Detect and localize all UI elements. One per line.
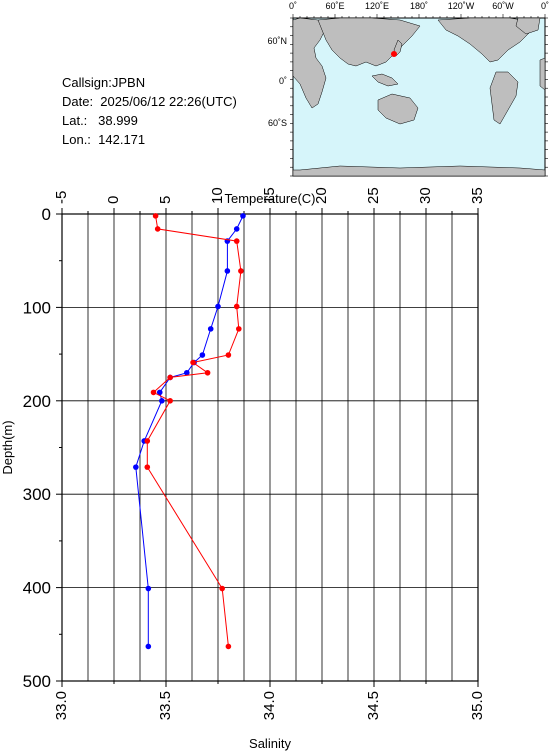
temperature-data-point (224, 268, 231, 274)
map-longitude-label: 0˚ (289, 1, 297, 11)
temperature-data-point (240, 213, 246, 219)
temperature-tick-label: 25 (365, 187, 382, 204)
salinity-data-point (167, 398, 173, 404)
temperature-tick-label: -5 (53, 191, 70, 204)
salinity-data-point (144, 464, 151, 470)
map-longitude-label: 180˚ (410, 1, 428, 11)
temperature-axis-label: Temperature(C) (224, 191, 315, 206)
salinity-data-point (225, 643, 232, 650)
temperature-tick-label: 5 (157, 196, 174, 204)
temperature-data-point (133, 464, 139, 470)
salinity-tick-label: 34.0 (261, 691, 278, 720)
depth-axis-label: Depth(m) (0, 420, 15, 474)
salinity-data-point (233, 238, 240, 244)
salinity-data-point (144, 438, 151, 444)
salinity-tick-label: 35.0 (469, 691, 486, 720)
salinity-data-point (236, 326, 242, 332)
map-longitude-label: 60˚W (492, 1, 514, 11)
depth-tick-label: 100 (23, 298, 51, 317)
salinity-data-point (219, 585, 225, 592)
temperature-tick-label: 15 (261, 187, 278, 204)
map-latitude-labels: 60˚N 0˚ 60˚S (267, 36, 287, 128)
callsign-text: Callsign:JPBN (62, 75, 146, 90)
map-latitude-label: 60˚S (268, 118, 287, 128)
map-land (292, 17, 546, 177)
date-text: Date: 2025/06/12 22:26(UTC) (62, 94, 237, 109)
salinity-tick-label: 34.5 (365, 691, 382, 720)
salinity-axis-label: Salinity (249, 736, 291, 751)
temperature-data-point (207, 326, 214, 332)
latitude-text: Lat.: 38.999 (62, 113, 138, 128)
temperature-data-point (156, 389, 163, 396)
temperature-data-point (184, 369, 190, 376)
temperature-tick-label: 20 (313, 187, 330, 204)
longitude-text: Lon.: 142.171 (62, 132, 146, 147)
depth-tick-label: 200 (23, 392, 51, 411)
depth-tick-label: 500 (23, 672, 51, 691)
temperature-data-point (145, 643, 152, 650)
salinity-data-point (190, 359, 196, 366)
temperature-data-point (215, 303, 221, 310)
temperature-profile-line (135, 215, 244, 647)
temperature-data-point (145, 585, 152, 592)
salinity-tick-label: 33.5 (157, 691, 174, 720)
salinity-data-point (238, 268, 244, 274)
world-map: 0˚ 60˚E 120˚E 180˚ 120˚W 60˚W 0˚ 60˚N 0˚ 60˚S (267, 1, 549, 177)
salinity-data-point (152, 213, 159, 219)
depth-tick-label: 300 (23, 485, 51, 504)
temperature-tick-label: 30 (417, 187, 434, 204)
salinity-data-point (225, 352, 232, 358)
map-longitude-label: 120˚W (448, 1, 475, 11)
salinity-tick-label: 33.0 (53, 691, 70, 720)
salinity-profile-line (146, 215, 242, 647)
temperature-tick-label: 0 (105, 196, 122, 204)
temperature-data-point (199, 352, 206, 358)
map-longitude-label: 0˚ (541, 1, 549, 11)
salinity-data-point (204, 369, 211, 376)
map-longitude-label: 60˚E (325, 1, 344, 11)
depth-tick-label: 400 (23, 579, 51, 598)
map-latitude-label: 60˚N (267, 36, 287, 46)
station-info: Callsign:JPBN Date: 2025/06/12 22:26(UTC… (62, 73, 237, 149)
temperature-data-point (159, 398, 165, 404)
temperature-tick-label: 10 (209, 187, 226, 204)
map-latitude-label: 0˚ (279, 76, 287, 86)
temperature-tick-label: 35 (469, 187, 486, 204)
temperature-data-point (233, 226, 240, 232)
depth-tick-label: 0 (42, 205, 51, 224)
salinity-data-point (233, 303, 240, 310)
salinity-data-point (154, 226, 161, 232)
salinity-data-point (150, 389, 157, 396)
station-marker (391, 51, 397, 57)
salinity-data-point (167, 374, 173, 381)
map-longitude-label: 120˚E (365, 1, 389, 11)
map-longitude-labels: 0˚ 60˚E 120˚E 180˚ 120˚W 60˚W 0˚ (289, 1, 549, 11)
